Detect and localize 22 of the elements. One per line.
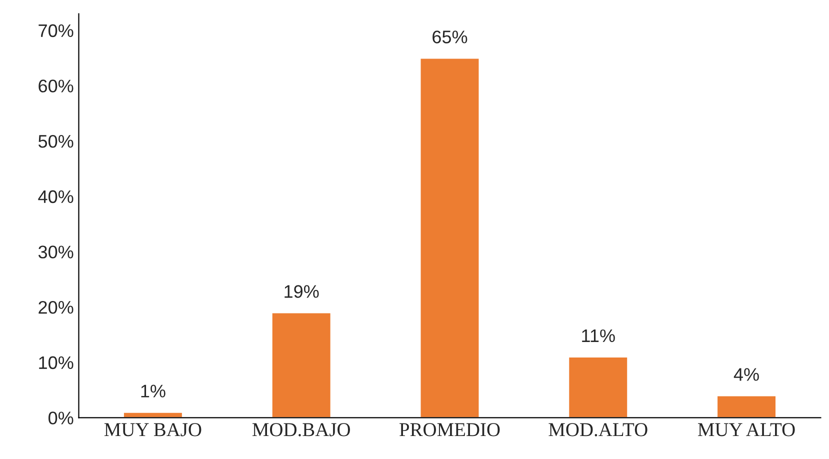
y-tick-label: 70% [38,24,74,38]
x-tick-label: MUY ALTO [698,423,795,436]
x-tick-label: MUY BAJO [104,423,202,436]
y-tick-label: 60% [38,80,74,92]
data-label: 11% [582,329,615,342]
y-tick-label: 50% [38,134,74,148]
bar [716,394,777,418]
bar [270,312,332,418]
y-tick-label: 0% [48,412,74,424]
bar [568,356,628,418]
data-label: 65% [432,30,468,44]
y-tick-label: 10% [39,356,74,370]
y-tick-label: 40% [38,190,74,204]
data-label: 4% [734,368,759,381]
data-label: 19% [284,285,319,298]
x-tick-label: PROMEDIO [400,423,500,436]
x-tick-label: MOD.BAJO [252,423,350,436]
x-tick-label: MOD.ALTO [548,423,648,436]
data-label: 1% [141,384,166,398]
bar [419,57,480,418]
y-tick-label: 20% [38,300,74,314]
y-tick-label: 30% [38,246,74,258]
